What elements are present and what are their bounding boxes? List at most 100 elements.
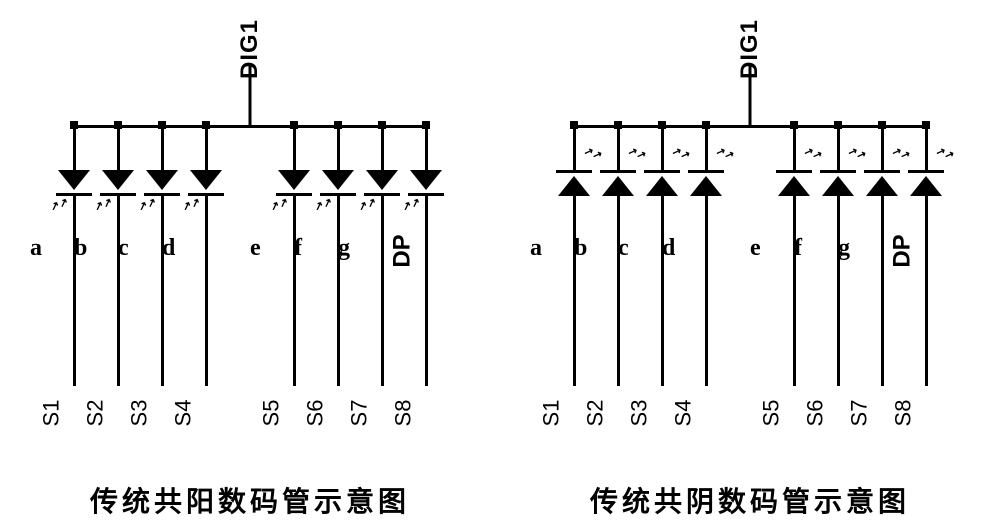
captions-row: 传统共阳数码管示意图 传统共阴数码管示意图 xyxy=(0,480,1000,520)
branches: ↗↗aS1↗↗bS2↗↗cS3↗↗dS4↗↗eS5↗↗fS6↗↗gS7↗↗DPS… xyxy=(552,125,948,386)
wire xyxy=(425,125,428,170)
led-icon: ↗↗ xyxy=(646,170,678,196)
s-label: S2 xyxy=(582,400,608,427)
s-label: S3 xyxy=(126,400,152,427)
branch-dp: ↗↗DPS8 xyxy=(904,125,948,386)
s-label: S1 xyxy=(38,400,64,427)
tap-dot xyxy=(790,121,798,129)
tap-dot xyxy=(614,121,622,129)
s-label: S7 xyxy=(346,400,372,427)
led-icon: ↗↗ xyxy=(190,170,222,196)
wire xyxy=(205,231,208,386)
tap-dot xyxy=(922,121,930,129)
wire xyxy=(293,196,296,231)
s-label: S5 xyxy=(758,400,784,427)
segment-label: f xyxy=(794,235,802,262)
light-arrows-icon: ↗↗ xyxy=(358,200,379,221)
led-icon: ↗↗ xyxy=(558,170,590,196)
led-icon: ↗↗ xyxy=(822,170,854,196)
wire xyxy=(925,125,928,170)
segment-label: a xyxy=(530,235,542,262)
wire xyxy=(617,196,620,231)
s-label: S4 xyxy=(670,400,696,427)
segment-label: e xyxy=(750,235,761,262)
diagram-common-cathode: DIG1↗↗aS1↗↗bS2↗↗cS3↗↗dS4↗↗eS5↗↗fS6↗↗gS7↗… xyxy=(530,10,970,440)
wire xyxy=(381,196,384,231)
segment-label: a xyxy=(30,235,42,262)
wire xyxy=(573,125,576,170)
segment-label: DP xyxy=(889,234,917,267)
wire xyxy=(573,196,576,231)
light-arrows-icon: ↗↗ xyxy=(138,200,159,221)
tap-dot xyxy=(158,121,166,129)
tap-dot xyxy=(658,121,666,129)
s-label: S3 xyxy=(626,400,652,427)
light-arrows-icon: ↗↗ xyxy=(50,200,71,221)
wire xyxy=(661,196,664,231)
wire xyxy=(793,125,796,170)
tap-dot xyxy=(290,121,298,129)
main-vertical-wire xyxy=(749,65,752,125)
led-icon: ↗↗ xyxy=(58,170,90,196)
branch-d: ↗↗dS4 xyxy=(684,125,728,386)
wire xyxy=(837,196,840,231)
light-arrows-icon: ↗↗ xyxy=(182,200,203,221)
led-icon: ↗↗ xyxy=(278,170,310,196)
tap-dot xyxy=(114,121,122,129)
led-icon: ↗↗ xyxy=(866,170,898,196)
s-label: S1 xyxy=(538,400,564,427)
wire xyxy=(705,125,708,170)
branches: ↗↗aS1↗↗bS2↗↗cS3↗↗dS4↗↗eS5↗↗fS6↗↗gS7↗↗DPS… xyxy=(52,125,448,386)
tap-dot xyxy=(834,121,842,129)
led-icon: ↗↗ xyxy=(322,170,354,196)
wire xyxy=(425,231,428,386)
segment-label: f xyxy=(294,235,302,262)
wire xyxy=(161,125,164,170)
wire xyxy=(925,231,928,386)
wire xyxy=(793,196,796,231)
segment-label: b xyxy=(74,235,87,262)
wire xyxy=(73,125,76,170)
diagram-container: DIG1↗↗aS1↗↗bS2↗↗cS3↗↗dS4↗↗eS5↗↗fS6↗↗gS7↗… xyxy=(0,0,1000,440)
main-vertical-wire xyxy=(249,65,252,125)
wire xyxy=(205,125,208,170)
segment-label: c xyxy=(618,235,629,262)
wire xyxy=(837,125,840,170)
tap-dot xyxy=(878,121,886,129)
wire xyxy=(117,196,120,231)
led-icon: ↗↗ xyxy=(366,170,398,196)
led-icon: ↗↗ xyxy=(602,170,634,196)
s-label: S8 xyxy=(890,400,916,427)
segment-label: d xyxy=(162,235,175,262)
wire xyxy=(881,231,884,386)
wire xyxy=(881,196,884,231)
wire xyxy=(425,196,428,231)
segment-label: g xyxy=(838,235,850,262)
wire xyxy=(337,125,340,170)
s-label: S7 xyxy=(846,400,872,427)
wire xyxy=(381,125,384,170)
wire xyxy=(293,125,296,170)
wire xyxy=(73,196,76,231)
led-icon: ↗↗ xyxy=(102,170,134,196)
light-arrows-icon: ↗↗ xyxy=(94,200,115,221)
tap-dot xyxy=(378,121,386,129)
segment-label: c xyxy=(118,235,129,262)
wire xyxy=(205,196,208,231)
diagram-caption: 传统共阳数码管示意图 xyxy=(90,480,410,520)
wire xyxy=(161,196,164,231)
s-label: S6 xyxy=(802,400,828,427)
segment-label: g xyxy=(338,235,350,262)
tap-dot xyxy=(202,121,210,129)
branch-d: ↗↗dS4 xyxy=(184,125,228,386)
light-arrows-icon: ↗↗ xyxy=(402,200,423,221)
segment-label: e xyxy=(250,235,261,262)
diagram-caption: 传统共阴数码管示意图 xyxy=(590,480,910,520)
segment-label: d xyxy=(662,235,675,262)
led-icon: ↗↗ xyxy=(410,170,442,196)
light-arrows-icon: ↗↗ xyxy=(270,200,291,221)
wire xyxy=(705,231,708,386)
segment-label: b xyxy=(574,235,587,262)
tap-dot xyxy=(70,121,78,129)
s-label: S4 xyxy=(170,400,196,427)
